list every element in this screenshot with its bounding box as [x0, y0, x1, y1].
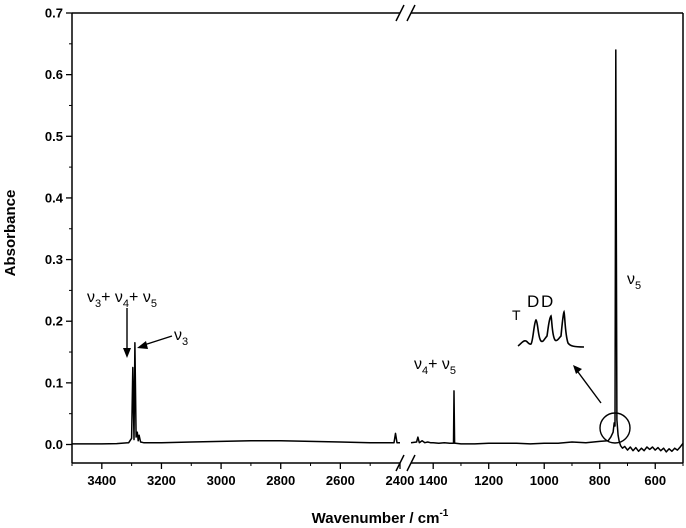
ann4-sub: 5	[635, 280, 641, 292]
inset-zoom: T D D	[512, 292, 585, 348]
spectrum-line	[72, 342, 400, 445]
arrow-to-inset	[577, 371, 602, 404]
x-tick-label: 800	[589, 473, 611, 488]
ann3-mid1: + ν	[428, 356, 450, 373]
y-tick-label: 0.6	[45, 67, 63, 82]
ann1-mid1: + ν	[101, 289, 123, 306]
axis-break-mark	[406, 454, 416, 472]
y-tick-label: 0.0	[45, 437, 63, 452]
x-tick-label: 1200	[474, 473, 503, 488]
annotation-nu4-nu5: ν4+ ν5	[414, 356, 456, 377]
ann1-sub2: 4	[123, 298, 129, 310]
axis-break-mark	[395, 4, 405, 22]
ann3-base: ν	[414, 356, 422, 373]
ann3-sub2: 5	[450, 365, 456, 377]
inset-label-d1: D	[527, 292, 539, 311]
x-tick-label: 1400	[419, 473, 448, 488]
x-axis-title-sup: -1	[439, 508, 448, 519]
x-tick-label: 600	[644, 473, 666, 488]
x-tick-label: 2600	[326, 473, 355, 488]
arrow-combination-band-head	[123, 348, 131, 358]
arrow-nu3	[143, 335, 173, 346]
y-tick-label: 0.2	[45, 314, 63, 329]
y-tick-label: 0.4	[45, 190, 64, 205]
ann2-sub: 3	[182, 336, 188, 348]
ann1-base: ν	[87, 289, 95, 306]
spectrum-line	[410, 49, 684, 453]
ann1-sub1: 3	[95, 298, 101, 310]
ann1-sub3: 5	[151, 298, 157, 310]
y-axis-title: Absorbance	[2, 190, 19, 277]
zoom-region-circle	[599, 412, 631, 444]
y-tick-label: 0.5	[45, 129, 63, 144]
x-tick-label: 2800	[266, 473, 295, 488]
x-tick-label: 1000	[530, 473, 559, 488]
x-tick-label: 3000	[207, 473, 236, 488]
arrow-to-inset-head	[573, 365, 582, 374]
ann4-base: ν	[627, 271, 635, 288]
x-tick-label: 3400	[87, 473, 116, 488]
axis-break-mark	[406, 4, 416, 22]
x-axis-title-main: Wavenumber / cm	[312, 510, 440, 527]
inset-label-d2: D	[541, 292, 553, 311]
inset-label-t: T	[512, 307, 521, 323]
ann2-base: ν	[174, 327, 182, 344]
inset-spectrum-trace	[517, 309, 585, 348]
annotation-combination-band-1: ν3+ ν4+ ν5	[87, 289, 157, 310]
x-axis-title: Wavenumber / cm-1	[312, 508, 449, 527]
x-tick-label: 2400	[386, 473, 415, 488]
x-tick-label: 3200	[147, 473, 176, 488]
y-tick-label: 0.3	[45, 252, 63, 267]
annotation-nu3: ν3	[174, 327, 188, 348]
arrow-nu3-head	[137, 341, 148, 349]
ann1-mid2: + ν	[129, 289, 151, 306]
y-tick-label: 0.1	[45, 375, 63, 390]
ann3-sub1: 4	[422, 365, 428, 377]
y-tick-label: 0.7	[45, 6, 63, 21]
annotation-nu5: ν5	[627, 271, 641, 292]
